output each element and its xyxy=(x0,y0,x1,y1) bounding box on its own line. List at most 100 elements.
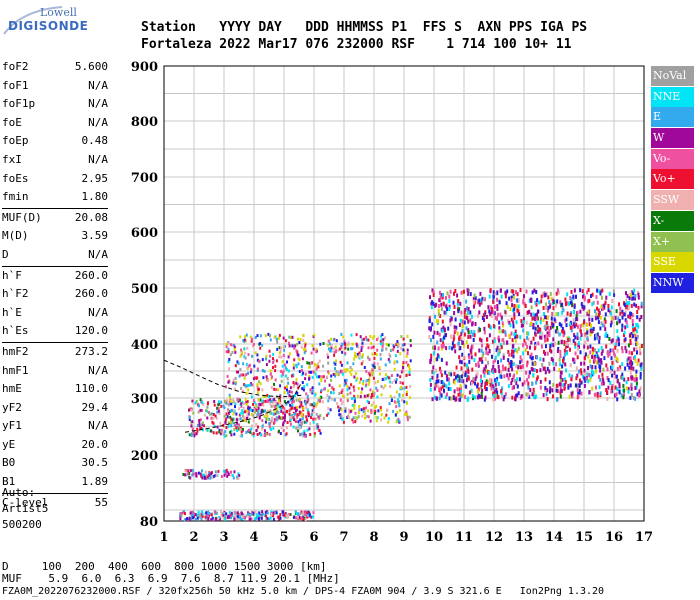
ionogram-trace-high-point xyxy=(453,372,456,377)
ionogram-trace-f-main-point xyxy=(401,369,404,373)
ionogram-trace-high-point xyxy=(459,346,462,350)
ionogram-trace-es-point xyxy=(225,512,228,516)
ionogram-trace-f-main-point xyxy=(278,333,281,337)
ionogram-trace-es-point xyxy=(241,517,244,521)
ionogram-trace-f-main-point xyxy=(376,389,379,392)
ionogram-trace-f-main-point xyxy=(376,395,379,399)
ionogram-trace-f-main-point xyxy=(257,409,260,413)
ionogram-trace-f-main-point xyxy=(340,363,343,367)
ionogram-trace-es-point xyxy=(287,514,289,518)
ionogram-trace-high-point xyxy=(430,326,432,331)
ionogram-trace-high-point xyxy=(489,288,492,293)
ionogram-trace-f-main-point xyxy=(261,388,264,392)
ionogram-trace-f-main-point xyxy=(282,416,285,420)
ionogram-trace-high-point xyxy=(515,381,518,386)
ionogram-trace-es-point xyxy=(299,512,302,516)
ionogram-trace-high-point xyxy=(621,372,624,377)
ionogram-trace-f-main-point xyxy=(244,335,247,339)
ionogram-trace-f-main-point xyxy=(346,399,349,403)
ionogram-trace-es-2-point xyxy=(226,474,229,478)
ionogram-trace-high-point xyxy=(541,331,544,336)
ionogram-trace-high-point xyxy=(497,360,499,365)
ionogram-trace-f-main-point xyxy=(227,360,230,364)
ionogram-trace-high-point xyxy=(480,391,483,396)
ionogram-trace-high-point xyxy=(555,291,558,296)
ionogram-trace-f-main-point xyxy=(315,375,318,379)
x-tick-label: 9 xyxy=(399,530,408,545)
ionogram-trace-f-main-point xyxy=(277,388,280,392)
ionogram-trace-high-point xyxy=(640,315,643,319)
ionogram-trace-es-point xyxy=(250,510,253,514)
ionogram-trace-high-point xyxy=(621,376,624,380)
ionogram-trace-high-point xyxy=(596,306,598,311)
ionogram-trace-f-main-point xyxy=(269,409,272,413)
ionogram-trace-high-point xyxy=(549,389,551,394)
ionogram-trace-high-point xyxy=(539,335,542,340)
ionogram-trace-es-2-point xyxy=(189,469,192,473)
ionogram-trace-es-point xyxy=(183,518,186,522)
ionogram-trace-high-point xyxy=(572,338,575,343)
ionogram-trace-high-point xyxy=(501,321,504,326)
ionogram-trace-f-main-point xyxy=(343,339,346,343)
ionogram-trace-high-point xyxy=(610,339,613,344)
ionogram-trace-es-point xyxy=(224,517,227,521)
ionogram-trace-f-low-point xyxy=(282,421,285,425)
ionogram-trace-f-main-point xyxy=(353,375,356,379)
ionogram-trace-high-point xyxy=(615,339,618,343)
ionogram-trace-high-point xyxy=(495,393,497,398)
ionogram-trace-f-main-point xyxy=(388,360,391,364)
ionogram-trace-high-point xyxy=(436,357,439,362)
ionogram-trace-high-point xyxy=(534,341,537,346)
ionogram-trace-high-point xyxy=(551,311,554,316)
ionogram-trace-f-main-point xyxy=(308,370,311,374)
ionogram-trace-es-point xyxy=(205,511,208,515)
ionogram-trace-high-point xyxy=(594,365,597,370)
ionogram-trace-high-point xyxy=(604,333,607,338)
ionogram-trace-high-point xyxy=(533,316,536,321)
ionogram-trace-f-main-point xyxy=(349,370,352,374)
ionogram-trace-f-main-point xyxy=(245,391,248,395)
ionogram-trace-f-main-point xyxy=(315,347,318,351)
ionogram-trace-es-2-point xyxy=(203,473,206,477)
ionogram-trace-es-2-point xyxy=(209,474,212,478)
ionogram-trace-high-point xyxy=(628,350,631,355)
ionogram-trace-f-low-point xyxy=(268,417,271,421)
ionogram-trace-high-point xyxy=(634,358,637,363)
ionogram-trace-f-main-point xyxy=(384,384,387,388)
ionogram-trace-f-main-point xyxy=(243,355,246,359)
ionogram-trace-f-main-point xyxy=(372,376,375,380)
ionogram-trace-high-point xyxy=(447,377,450,382)
ionogram-trace-high-point xyxy=(600,381,603,386)
ionogram-trace-high-point xyxy=(502,353,505,358)
ionogram-trace-high-point xyxy=(500,315,503,320)
lowell-digisonde-logo: Lowell DIGISONDE xyxy=(2,4,88,36)
ionogram-trace-high-point xyxy=(592,351,594,356)
ionogram-trace-high-point xyxy=(465,299,468,304)
ionogram-trace-high-point xyxy=(562,329,565,334)
ionogram-trace-f-main-point xyxy=(294,344,297,348)
ionogram-trace-f-main-point xyxy=(320,377,323,381)
ionogram-trace-high-point xyxy=(555,312,558,317)
ionogram-trace-f-main-point xyxy=(380,342,382,346)
x-tick-label: 16 xyxy=(605,530,623,545)
ionogram-trace-f-main-point xyxy=(371,352,374,356)
ionogram-trace-high-point xyxy=(581,323,584,328)
ionogram-trace-high-point xyxy=(477,363,480,368)
ionogram-trace-f-main-point xyxy=(342,394,345,398)
ionogram-trace-high-point xyxy=(506,319,509,324)
ionogram-trace-f-main-point xyxy=(330,337,332,341)
ionogram-trace-es-2-point xyxy=(195,472,198,476)
ionogram-trace-f-low-point xyxy=(300,422,303,426)
ionogram-trace-f-main-point xyxy=(237,370,240,374)
ionogram-trace-high-point xyxy=(525,320,528,325)
ionogram-trace-f-main-point xyxy=(243,383,246,387)
ionogram-trace-f-main-point xyxy=(357,411,360,415)
ionogram-trace-f-main-point xyxy=(259,334,262,338)
ionogram-trace-f-main-point xyxy=(293,346,296,350)
ionogram-trace-high-point xyxy=(599,391,602,396)
ionogram-trace-f-main-point xyxy=(256,383,259,387)
ionogram-trace-f-main-point xyxy=(227,347,230,351)
ionogram-trace-f-main-point xyxy=(283,363,286,367)
ionogram-trace-f-main-point xyxy=(353,399,356,403)
ionogram-trace-es-2-point xyxy=(225,468,228,472)
